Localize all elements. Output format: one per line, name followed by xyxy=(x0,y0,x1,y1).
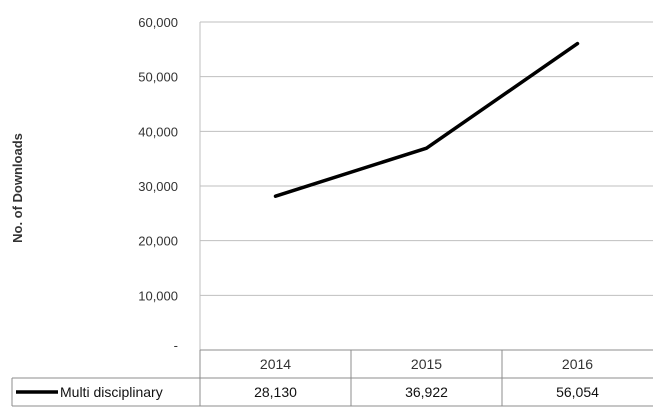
x-tick-label: 2014 xyxy=(260,356,291,372)
y-tick-label: - xyxy=(174,338,178,353)
series-line xyxy=(276,44,578,197)
x-tick-label: 2015 xyxy=(411,356,442,372)
y-axis-ticks: - 10,000 20,000 30,000 40,000 50,000 60,000 xyxy=(138,15,178,353)
data-value-label: 28,130 xyxy=(254,384,297,400)
x-tick-label: 2016 xyxy=(562,356,593,372)
y-axis-label: No. of Downloads xyxy=(10,133,25,243)
data-table: 2014 2015 2016 Multi disciplinary 28,130 36,9… xyxy=(12,350,653,406)
gridlines xyxy=(200,22,653,295)
y-tick-label: 20,000 xyxy=(138,234,178,249)
y-tick-label: 10,000 xyxy=(138,288,178,303)
y-tick-label: 60,000 xyxy=(138,15,178,30)
y-tick-label: 30,000 xyxy=(138,179,178,194)
legend-label: Multi disciplinary xyxy=(60,384,163,400)
data-value-label: 36,922 xyxy=(405,384,448,400)
y-tick-label: 50,000 xyxy=(138,70,178,85)
data-value-label: 56,054 xyxy=(556,384,599,400)
series-lines xyxy=(275,43,577,196)
y-tick-label: 40,000 xyxy=(138,124,178,139)
